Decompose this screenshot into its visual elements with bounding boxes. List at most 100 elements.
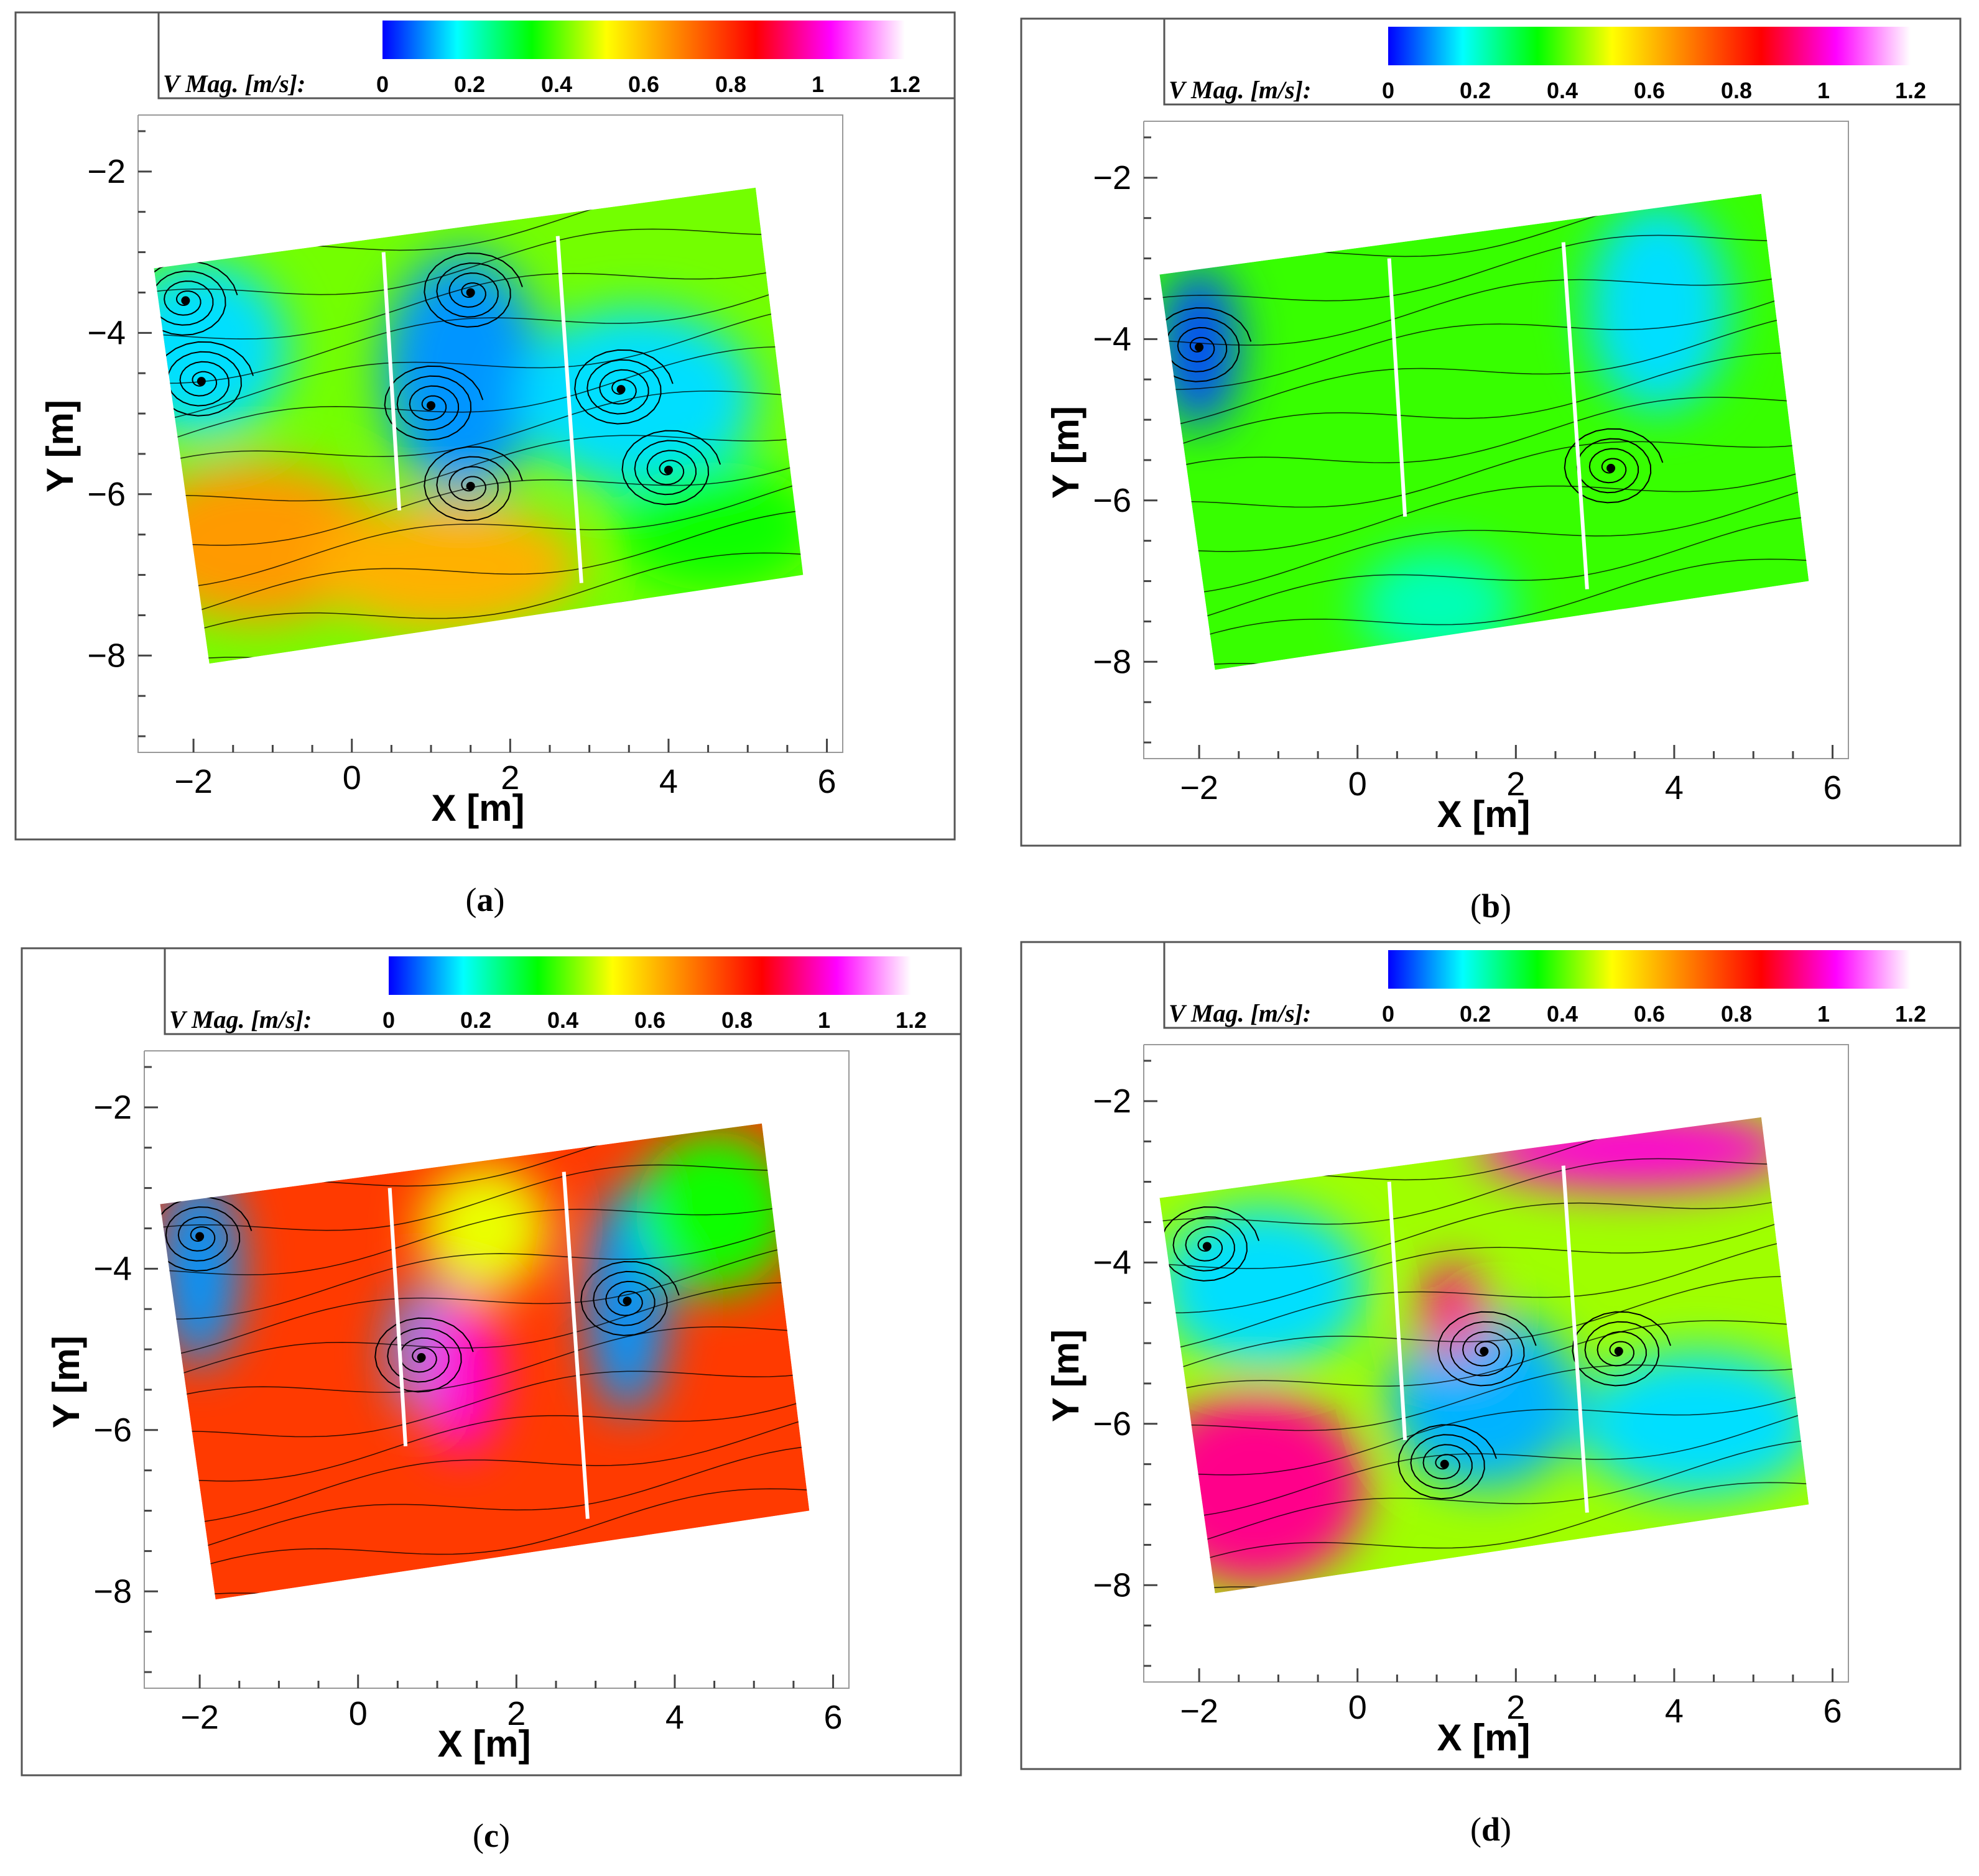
streamline xyxy=(1159,1409,1809,1520)
colorbar-tick-label: 0.8 xyxy=(1721,78,1752,103)
streamline xyxy=(160,1370,810,1438)
panel-caption: (c) xyxy=(473,1817,510,1854)
vortex-center xyxy=(1480,1347,1489,1356)
streamline xyxy=(154,390,804,467)
y-tick-label: −8 xyxy=(1093,643,1131,680)
colorbar-box xyxy=(1163,942,1960,1029)
y-axis-title: Y [m] xyxy=(45,1336,87,1428)
x-tick-label: 0 xyxy=(343,759,361,797)
streamline xyxy=(154,479,804,591)
streamline xyxy=(1159,467,1809,552)
colorbar-tick-label: 0 xyxy=(382,1007,395,1033)
streamline xyxy=(160,1445,810,1562)
y-tick-label: −2 xyxy=(1093,1083,1131,1120)
vortex-center xyxy=(197,377,206,386)
x-tick-label: 0 xyxy=(349,1695,368,1732)
colorbar-tick-label: 1 xyxy=(1817,78,1830,103)
x-tick-label: −2 xyxy=(1180,1693,1218,1730)
vortex xyxy=(1564,428,1664,504)
colorbar-tick-label: 0.8 xyxy=(1721,1001,1752,1027)
y-tick-label: −4 xyxy=(93,1250,132,1287)
x-tick-label: 6 xyxy=(824,1699,843,1736)
y-tick-label: −2 xyxy=(93,1089,132,1126)
colorbar-label: V Mag. [m/s]: xyxy=(163,70,305,98)
velocity-region xyxy=(421,1163,549,1293)
panel-caption: (a) xyxy=(466,881,505,918)
x-tick-label: −2 xyxy=(180,1699,219,1736)
colorbar-tick-label: 0.2 xyxy=(1460,1001,1491,1027)
vortex xyxy=(154,261,238,336)
colorbar xyxy=(382,21,905,59)
streamline xyxy=(160,1282,810,1384)
plot-area xyxy=(137,114,843,753)
vortex xyxy=(1572,1311,1672,1387)
baffle-wall xyxy=(1387,1181,1407,1440)
streamline xyxy=(1159,352,1809,455)
y-axis-title: Y [m] xyxy=(1045,1329,1087,1422)
colorbar-box xyxy=(157,12,955,99)
vortex xyxy=(1397,1424,1497,1500)
colorbar-tick-label: 0.4 xyxy=(547,1007,578,1033)
baffle-wall xyxy=(562,1171,590,1519)
y-tick-label: −2 xyxy=(87,153,126,190)
x-tick-label: −2 xyxy=(1180,769,1218,806)
streamline xyxy=(1159,286,1809,390)
x-tick-label: 2 xyxy=(501,759,519,797)
baffle-wall xyxy=(1387,258,1407,517)
streamline xyxy=(1159,312,1809,430)
plot-area xyxy=(144,1050,850,1689)
streamline xyxy=(1159,1191,1809,1269)
y-tick-label: −8 xyxy=(1093,1566,1131,1604)
vortex-center xyxy=(1195,343,1204,352)
colorbar xyxy=(1388,950,1911,989)
x-axis-title: X [m] xyxy=(438,1723,531,1765)
x-tick-label: 0 xyxy=(1348,1689,1367,1726)
colorbar-tick-label: 1.2 xyxy=(889,72,920,97)
vortex xyxy=(384,365,484,441)
vortex xyxy=(621,430,721,506)
colorbar-tick-label: 0.6 xyxy=(1634,1001,1665,1027)
vortex-center xyxy=(427,401,436,410)
streamline xyxy=(154,509,804,626)
velocity-region xyxy=(1389,1311,1580,1489)
x-tick-label: 4 xyxy=(665,1699,684,1736)
vortex xyxy=(424,252,523,328)
vortex xyxy=(1160,1206,1260,1282)
streamline xyxy=(154,280,804,384)
streamline xyxy=(154,552,804,647)
y-tick-label: −6 xyxy=(1093,1405,1131,1443)
y-tick-label: −4 xyxy=(1093,320,1131,358)
streamline xyxy=(1159,1320,1809,1397)
velocity-region xyxy=(383,252,542,494)
streamline xyxy=(1159,1158,1809,1225)
colorbar-tick-label: 1.2 xyxy=(1895,78,1926,103)
colorbar-tick-label: 0.8 xyxy=(715,72,746,97)
x-tick-label: 4 xyxy=(1665,769,1684,806)
colorbar-tick-label: 0.2 xyxy=(454,72,485,97)
velocity-region xyxy=(635,1131,794,1293)
y-tick-label: −8 xyxy=(87,637,126,674)
colorbar-tick-label: 0.4 xyxy=(1547,78,1578,103)
y-tick-label: −4 xyxy=(87,314,126,351)
y-tick-label: −6 xyxy=(1093,482,1131,519)
flow-domain xyxy=(1159,1117,1809,1594)
colorbar xyxy=(389,956,911,995)
vortex-center xyxy=(623,1296,632,1306)
colorbar-tick-label: 0.6 xyxy=(634,1007,665,1033)
colorbar-tick-label: 0 xyxy=(376,72,389,97)
colorbar-tick-label: 1.2 xyxy=(896,1007,927,1033)
baffle-wall xyxy=(1561,1165,1589,1513)
colorbar-tick-label: 0.6 xyxy=(628,72,659,97)
y-axis-title: Y [m] xyxy=(39,400,81,492)
y-tick-label: −4 xyxy=(1093,1244,1131,1281)
baffle-wall xyxy=(555,236,583,583)
vortex-center xyxy=(664,465,673,474)
x-tick-label: 4 xyxy=(1665,1693,1684,1730)
y-tick-label: −8 xyxy=(93,1573,132,1610)
colorbar-box xyxy=(164,948,961,1035)
vortex xyxy=(574,349,674,425)
x-axis-title: X [m] xyxy=(1437,1717,1531,1758)
streamline xyxy=(1159,1209,1809,1314)
x-tick-label: 6 xyxy=(818,763,837,800)
